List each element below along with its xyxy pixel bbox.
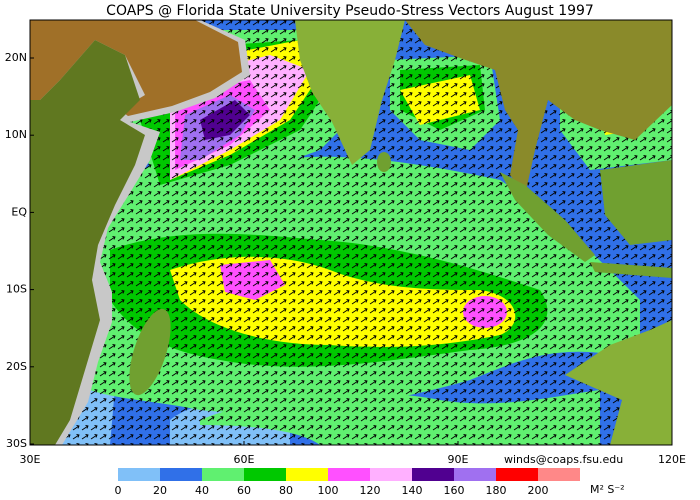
lat-label: 10S <box>6 283 27 296</box>
colorbar-label: 200 <box>528 484 549 497</box>
land-sri-lanka <box>377 152 391 172</box>
colorbar-box <box>202 468 244 481</box>
land-east-africa <box>30 40 145 445</box>
lon-label: 30E <box>20 453 41 466</box>
map-frame <box>29 19 673 446</box>
credit: winds@coaps.fsu.edu <box>504 453 623 466</box>
colorbar-label: 160 <box>444 484 465 497</box>
colorbar-label: 40 <box>195 484 209 497</box>
land-java <box>590 262 672 278</box>
colorbar-label: 120 <box>360 484 381 497</box>
map-area <box>30 20 672 445</box>
lat-label: 20N <box>5 51 27 64</box>
lat-label: 10N <box>5 128 27 141</box>
land-madagascar <box>129 308 171 396</box>
lon-label: 120E <box>658 453 686 466</box>
lon-label: 60E <box>234 453 255 466</box>
colorbar-label: 20 <box>153 484 167 497</box>
colorbar-box <box>496 468 538 481</box>
colorbar-box <box>328 468 370 481</box>
colorbar-box <box>118 468 160 481</box>
colorbar-box <box>160 468 202 481</box>
colorbar-label: 140 <box>402 484 423 497</box>
colorbar-box <box>244 468 286 481</box>
colorbar-box <box>370 468 412 481</box>
lat-label: 20S <box>6 360 27 373</box>
land-asia <box>405 20 672 195</box>
colorbar-box <box>538 468 580 481</box>
colorbar: 0 20 40 60 80 100 120 140 160 180 200 M² S⁻² <box>115 468 625 497</box>
colorbar-unit: M² S⁻² <box>590 483 625 496</box>
colorbar-label: 0 <box>115 484 122 497</box>
land-australia <box>565 320 672 445</box>
lat-label: 30S <box>6 437 27 450</box>
colorbar-label: 100 <box>318 484 339 497</box>
land-sumatra <box>500 172 595 262</box>
colorbar-label: 80 <box>279 484 293 497</box>
colorbar-box <box>286 468 328 481</box>
lat-label: EQ <box>11 205 27 218</box>
lon-label: 90E <box>448 453 469 466</box>
land-arabia <box>30 20 242 116</box>
land-borneo <box>600 160 672 245</box>
colorbar-label: 60 <box>237 484 251 497</box>
colorbar-box <box>454 468 496 481</box>
land-india <box>295 20 405 165</box>
colorbar-label: 180 <box>486 484 507 497</box>
map-title: COAPS @ Florida State University Pseudo-… <box>106 3 594 19</box>
colorbar-box <box>412 468 454 481</box>
